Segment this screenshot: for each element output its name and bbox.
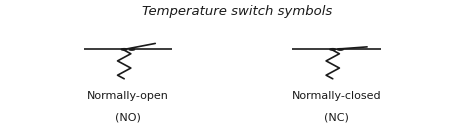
Circle shape (330, 49, 336, 50)
Text: Normally-open: Normally-open (87, 91, 169, 101)
Circle shape (129, 49, 135, 50)
Text: Temperature switch symbols: Temperature switch symbols (142, 5, 332, 18)
Text: Normally-closed: Normally-closed (292, 91, 382, 101)
Circle shape (121, 49, 127, 50)
Circle shape (337, 49, 343, 50)
Text: (NO): (NO) (115, 112, 141, 122)
Text: (NC): (NC) (324, 112, 349, 122)
